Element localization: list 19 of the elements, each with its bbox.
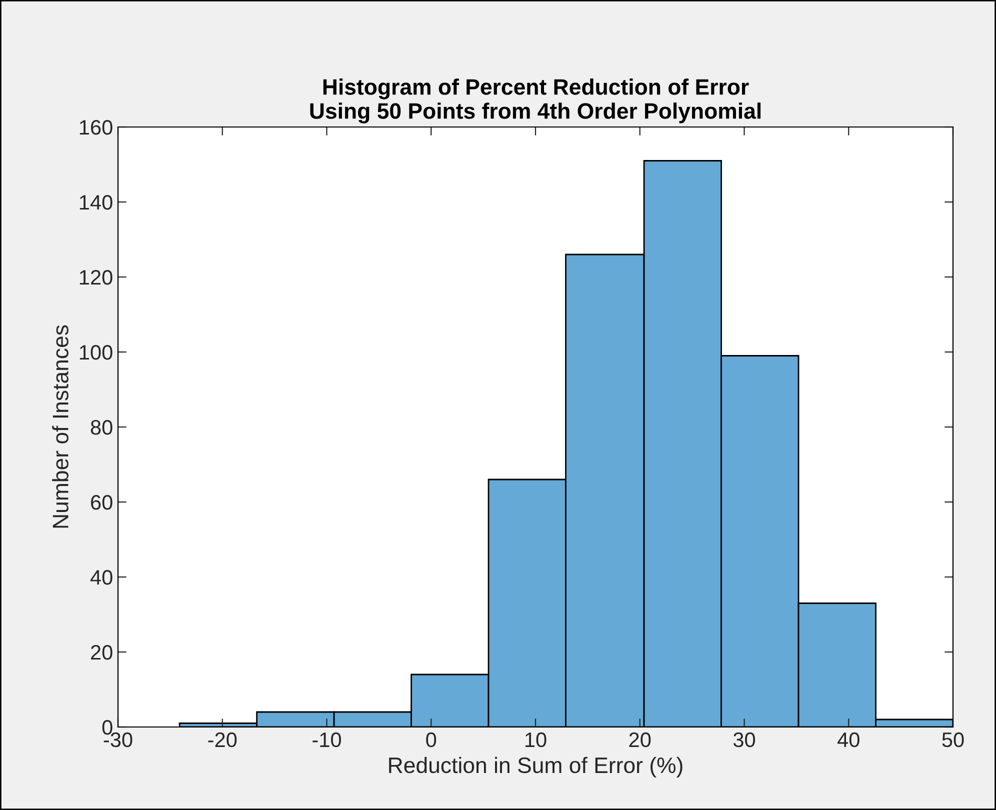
- y-tick-label: 40: [90, 570, 112, 585]
- y-tick-label: 60: [91, 495, 112, 510]
- x-tick-label: 40: [838, 732, 860, 748]
- x-tick-label: 20: [629, 732, 651, 748]
- x-tick-label: -20: [208, 732, 237, 748]
- y-tick-label: 20: [91, 645, 112, 660]
- y-tick-label: 120: [80, 270, 112, 285]
- chart-title: Histogram of Percent Reduction of Error Using 50 Points from 4th Order Polynomial: [310, 78, 761, 124]
- x-tick-label: -10: [312, 732, 341, 748]
- y-axis-title: Number of Instances: [52, 325, 68, 528]
- y-tick-label: 160: [80, 120, 112, 135]
- x-tick-label: 50: [942, 732, 964, 748]
- x-tick-label: 10: [526, 732, 546, 748]
- y-tick-label: 140: [80, 195, 112, 210]
- x-axis-title: Reduction in Sum of Error (%): [389, 756, 682, 778]
- x-tick-label: 0: [426, 732, 436, 748]
- x-tick-label: 30: [733, 732, 756, 748]
- y-tick-label: 100: [80, 345, 112, 360]
- y-tick-label: 80: [90, 420, 112, 435]
